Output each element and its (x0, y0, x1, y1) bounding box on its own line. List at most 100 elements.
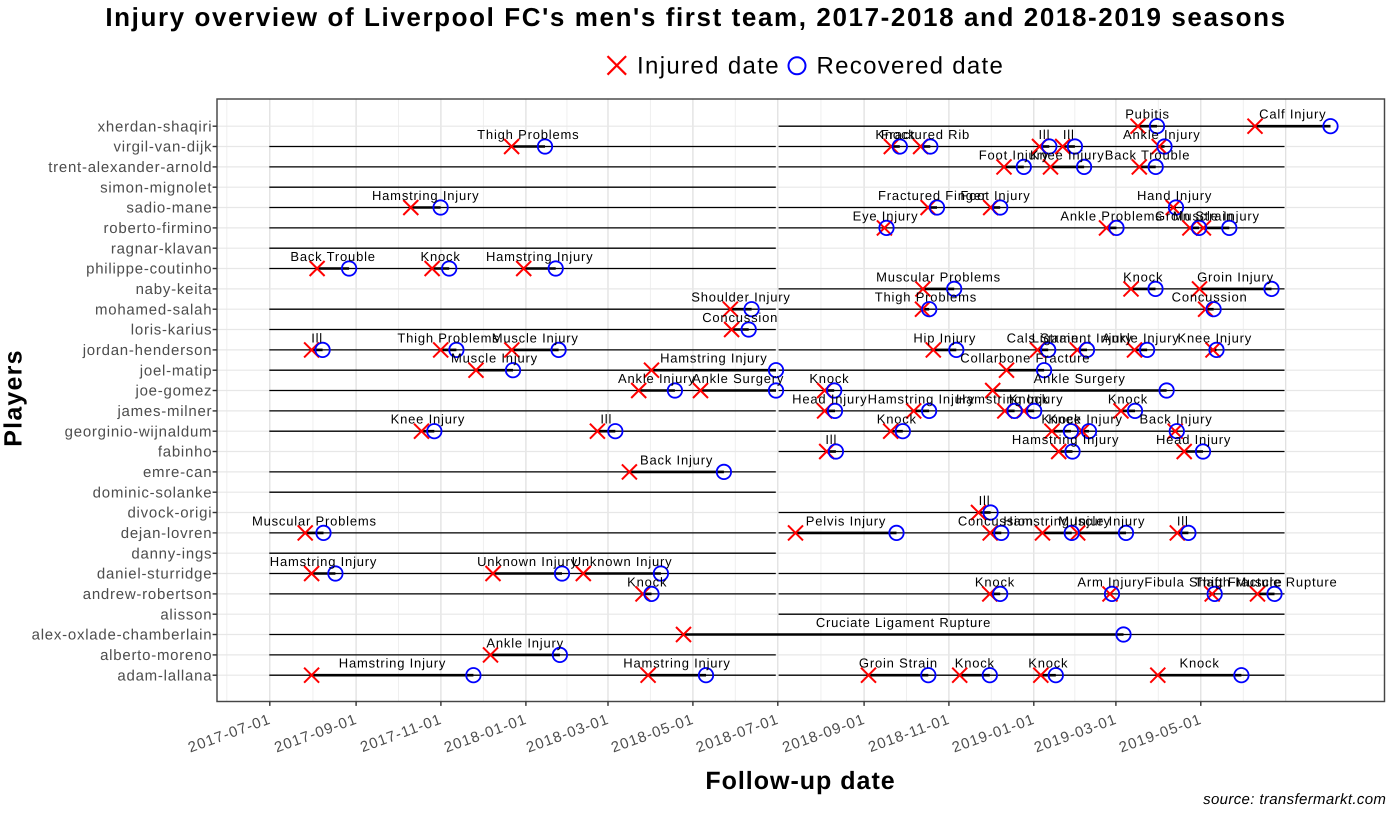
svg-text:Pubitis: Pubitis (1125, 107, 1170, 122)
svg-text:source: transfermarkt.com: source: transfermarkt.com (1203, 791, 1386, 808)
svg-text:Hip Injury: Hip Injury (913, 330, 976, 345)
svg-text:alex-oxlade-chamberlain: alex-oxlade-chamberlain (32, 627, 213, 644)
svg-text:Knock: Knock (1028, 656, 1068, 671)
svg-text:Ankle Injury: Ankle Injury (618, 371, 696, 386)
svg-text:Knee Injury: Knee Injury (1048, 412, 1123, 427)
svg-text:Calf Injury: Calf Injury (1259, 107, 1326, 122)
svg-text:Knee Injury: Knee Injury (1030, 147, 1105, 162)
svg-text:sadio-mane: sadio-mane (126, 200, 212, 217)
svg-text:Hamstring Injury: Hamstring Injury (486, 249, 593, 264)
svg-text:Collarbone Fracture: Collarbone Fracture (960, 351, 1090, 366)
svg-text:joel-matip: joel-matip (139, 362, 213, 379)
svg-text:alisson: alisson (160, 606, 212, 623)
svg-text:danny-ings: danny-ings (131, 545, 212, 562)
svg-text:adam-lallana: adam-lallana (117, 667, 212, 684)
svg-text:Arm Injury: Arm Injury (1077, 574, 1144, 589)
svg-text:Ill: Ill (979, 493, 991, 508)
svg-text:Hamstring Injury: Hamstring Injury (660, 351, 767, 366)
svg-text:Knock: Knock (421, 249, 461, 264)
svg-text:Back Trouble: Back Trouble (1105, 147, 1190, 162)
svg-text:Muscle Injury: Muscle Injury (1173, 208, 1260, 223)
svg-text:philippe-coutinho: philippe-coutinho (86, 261, 212, 278)
svg-text:joe-gomez: joe-gomez (135, 383, 213, 400)
svg-text:ragnar-klavan: ragnar-klavan (111, 240, 212, 257)
svg-text:Fractured Rib: Fractured Rib (881, 127, 970, 142)
svg-text:Ankle Problems: Ankle Problems (1060, 208, 1162, 223)
svg-text:Hamstring Injury: Hamstring Injury (623, 656, 730, 671)
svg-text:divock-origi: divock-origi (127, 505, 212, 522)
svg-text:Muscular Problems: Muscular Problems (876, 269, 1001, 284)
svg-text:Ill: Ill (311, 330, 323, 345)
svg-text:Follow-up date: Follow-up date (705, 767, 895, 795)
svg-text:Ankle Injury: Ankle Injury (1102, 330, 1180, 345)
svg-text:Concussion: Concussion (958, 513, 1034, 528)
svg-text:Knock: Knock (877, 412, 917, 427)
svg-text:Knee Injury: Knee Injury (1178, 330, 1253, 345)
svg-text:Shoulder Injury: Shoulder Injury (691, 290, 790, 305)
svg-text:Groin Injury: Groin Injury (1197, 269, 1274, 284)
svg-text:georginio-wijnaldum: georginio-wijnaldum (65, 423, 213, 440)
svg-text:Knock: Knock (1123, 269, 1163, 284)
svg-text:xherdan-shaqiri: xherdan-shaqiri (98, 118, 213, 135)
svg-text:Hamstring Injury: Hamstring Injury (868, 391, 975, 406)
svg-text:fabinho: fabinho (158, 444, 212, 461)
svg-text:Ill: Ill (600, 412, 612, 427)
svg-text:Ankle Surgery: Ankle Surgery (692, 371, 784, 386)
svg-text:Muscle Injury: Muscle Injury (492, 330, 579, 345)
svg-text:Ill: Ill (825, 432, 837, 447)
svg-text:Recovered date: Recovered date (817, 53, 1005, 80)
svg-text:Unknown Injury: Unknown Injury (572, 554, 673, 569)
svg-text:Knock: Knock (627, 574, 667, 589)
svg-text:Injury overview of Liverpool F: Injury overview of Liverpool FC's men's … (105, 2, 1286, 32)
svg-text:Hamstring Injury: Hamstring Injury (372, 188, 479, 203)
svg-text:Knee Injury: Knee Injury (391, 412, 466, 427)
svg-text:alberto-moreno: alberto-moreno (100, 647, 212, 664)
svg-text:Back Trouble: Back Trouble (290, 249, 375, 264)
svg-text:Pelvis Injury: Pelvis Injury (806, 513, 886, 528)
svg-text:Concussion: Concussion (1172, 290, 1248, 305)
svg-text:james-milner: james-milner (116, 403, 212, 420)
svg-text:Muscle Injury: Muscle Injury (451, 351, 538, 366)
svg-text:Cruciate Ligament Rupture: Cruciate Ligament Rupture (816, 615, 991, 630)
svg-text:Hamstring Injury: Hamstring Injury (270, 554, 377, 569)
svg-text:Groin Strain: Groin Strain (1155, 208, 1234, 223)
svg-text:Thigh Muscle Rupture: Thigh Muscle Rupture (1194, 574, 1337, 589)
svg-text:andrew-robertson: andrew-robertson (83, 586, 213, 603)
svg-text:Thigh Problems: Thigh Problems (875, 290, 977, 305)
svg-text:dejan-lovren: dejan-lovren (121, 525, 213, 542)
svg-text:Concussion: Concussion (702, 310, 778, 325)
svg-text:Head Injury: Head Injury (1156, 432, 1231, 447)
svg-text:Hamstring Injury: Hamstring Injury (1003, 513, 1110, 528)
svg-text:Players: Players (0, 349, 28, 446)
svg-text:Muscular Problems: Muscular Problems (252, 513, 377, 528)
svg-text:Back Injury: Back Injury (1139, 412, 1212, 427)
svg-text:Knock: Knock (1108, 391, 1148, 406)
svg-text:Foot Injury: Foot Injury (960, 188, 1030, 203)
svg-text:jordan-henderson: jordan-henderson (82, 342, 213, 359)
svg-text:loris-karius: loris-karius (131, 322, 213, 339)
svg-text:Hamstring Injury: Hamstring Injury (1012, 432, 1119, 447)
svg-text:Knock: Knock (875, 127, 915, 142)
svg-text:Knock: Knock (1180, 656, 1220, 671)
svg-text:Fibula Shaft Fracture: Fibula Shaft Fracture (1144, 574, 1282, 589)
svg-text:Eye Injury: Eye Injury (853, 208, 919, 223)
svg-text:Ankle Injury: Ankle Injury (486, 635, 564, 650)
svg-text:Knock: Knock (809, 371, 849, 386)
svg-text:Knock: Knock (1041, 412, 1081, 427)
svg-text:Fractured Finger: Fractured Finger (878, 188, 987, 203)
svg-text:Unknown Injury: Unknown Injury (477, 554, 578, 569)
svg-text:Back Injury: Back Injury (640, 452, 713, 467)
svg-text:Foot Injury: Foot Injury (979, 147, 1049, 162)
svg-text:daniel-sturridge: daniel-sturridge (97, 566, 212, 583)
svg-text:Knock: Knock (1009, 391, 1049, 406)
svg-text:Hand Injury: Hand Injury (1137, 188, 1212, 203)
svg-text:Hamstring Injury: Hamstring Injury (956, 391, 1063, 406)
svg-text:naby-keita: naby-keita (136, 281, 213, 298)
svg-text:Knock: Knock (955, 656, 995, 671)
svg-text:Groin Strain: Groin Strain (859, 656, 938, 671)
svg-text:Ill: Ill (1063, 127, 1075, 142)
svg-text:Ankle Injury: Ankle Injury (1123, 127, 1201, 142)
svg-text:Ill: Ill (1177, 513, 1189, 528)
svg-text:Ill: Ill (1039, 127, 1051, 142)
svg-text:emre-can: emre-can (143, 464, 212, 481)
